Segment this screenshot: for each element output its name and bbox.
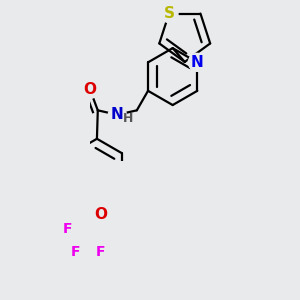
- Circle shape: [91, 243, 109, 261]
- Text: F: F: [63, 222, 73, 236]
- Circle shape: [160, 4, 178, 22]
- Text: F: F: [95, 245, 105, 259]
- Text: O: O: [94, 207, 107, 222]
- Text: H: H: [122, 112, 133, 125]
- Text: S: S: [164, 6, 175, 21]
- Circle shape: [81, 80, 99, 98]
- Circle shape: [108, 106, 126, 124]
- Circle shape: [91, 206, 109, 224]
- Text: N: N: [111, 107, 124, 122]
- Circle shape: [59, 220, 77, 238]
- Text: O: O: [83, 82, 96, 97]
- Circle shape: [67, 243, 85, 261]
- Circle shape: [188, 53, 206, 71]
- Text: F: F: [71, 245, 80, 259]
- Text: N: N: [191, 55, 204, 70]
